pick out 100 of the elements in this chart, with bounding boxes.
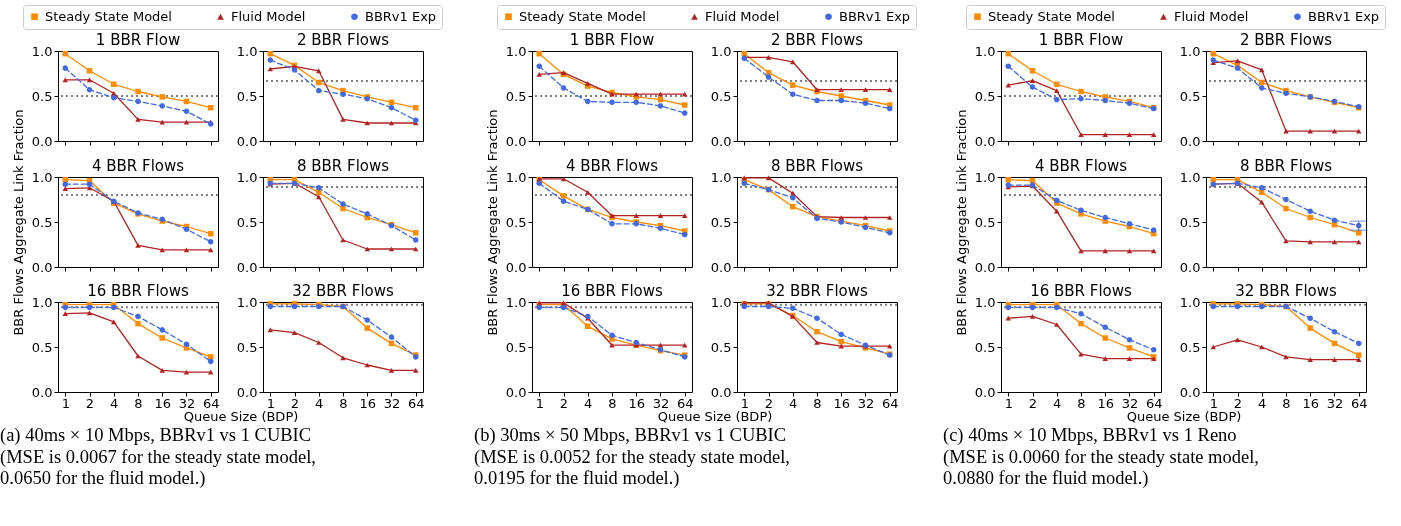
x-tick-label: 1 (1004, 395, 1013, 411)
x-tick-label: 16 (359, 395, 377, 411)
y-tick-label: 0.0 (31, 384, 53, 400)
chart-title: 16 BBR Flows (1030, 282, 1133, 300)
x-tick-label: 1 (266, 395, 275, 411)
y-tick-label: 1.0 (1179, 169, 1201, 185)
y-tick-label: 1.0 (505, 43, 527, 59)
x-tick-label: 16 (154, 395, 172, 411)
y-tick-label: 1.0 (1179, 43, 1201, 59)
y-tick-label: 0.5 (710, 88, 732, 104)
y-tick-label: 0.0 (710, 259, 732, 275)
y-tick-label: 0.5 (710, 214, 732, 230)
x-tick-label: 16 (1097, 395, 1115, 411)
y-tick-label: 0.0 (31, 259, 53, 275)
legend-label: BBRv1 Exp (1308, 8, 1380, 24)
x-tick-label: 64 (676, 395, 694, 411)
x-tick-label: 32 (1121, 395, 1139, 411)
x-tick-label: 2 (1028, 395, 1038, 411)
x-tick-label: 32 (1326, 395, 1344, 411)
text: (a) 40ms × 10 Mbps, BBRv1 vs 1 CUBIC (0, 425, 313, 447)
y-tick-label: 0.5 (31, 214, 53, 230)
y-tick-label: 0.0 (974, 384, 996, 400)
chart-title: 1 BBR Flow (569, 31, 655, 49)
x-tick-label: 64 (881, 395, 899, 411)
y-tick-label: 0.0 (236, 384, 258, 400)
y-tick-label: 0.0 (31, 133, 53, 149)
y-tick-label: 1.0 (710, 294, 732, 310)
x-tick-label: 8 (134, 395, 143, 411)
text: 0.0195 for the fluid model.) (474, 468, 681, 490)
x-tick-label: 16 (833, 395, 851, 411)
text: 0.0650 for the fluid model.) (0, 468, 207, 490)
chart-title: 16 BBR Flows (561, 282, 664, 300)
x-tick-label: 1 (535, 395, 544, 411)
x-tick-label: 16 (628, 395, 646, 411)
y-tick-label: 1.0 (974, 43, 996, 59)
y-axis-title: BBR Flows Aggregate Link Fraction (484, 109, 500, 336)
x-tick-label: 1 (740, 395, 749, 411)
x-tick-label: 8 (339, 395, 348, 411)
legend-label: Steady State Model (988, 8, 1115, 24)
y-tick-label: 0.0 (1179, 384, 1201, 400)
chart-title: 16 BBR Flows (87, 282, 190, 300)
x-tick-label: 64 (1350, 395, 1368, 411)
legend-label: Fluid Model (705, 8, 780, 24)
x-tick-label: 2 (85, 395, 95, 411)
y-tick-label: 1.0 (710, 43, 732, 59)
x-tick-label: 4 (584, 395, 593, 411)
y-tick-label: 0.5 (31, 88, 53, 104)
chart-title: 2 BBR Flows (770, 31, 864, 49)
x-tick-label: 32 (383, 395, 401, 411)
y-tick-label: 0.5 (236, 339, 258, 355)
chart-title: 1 BBR Flow (95, 31, 181, 49)
text: (MSE is 0.0060 for the steady state model, (943, 446, 1259, 468)
y-tick-label: 0.5 (974, 339, 996, 355)
text: (MSE is 0.0067 for the steady state model, (0, 446, 316, 468)
y-tick-label: 0.5 (974, 214, 996, 230)
x-tick-label: 1 (1209, 395, 1218, 411)
x-tick-label: 4 (315, 395, 324, 411)
y-tick-label: 1.0 (31, 169, 53, 185)
y-tick-label: 0.5 (710, 339, 732, 355)
x-tick-label: 8 (608, 395, 617, 411)
chart-title: 8 BBR Flows (296, 157, 390, 175)
y-tick-label: 0.5 (1179, 88, 1201, 104)
chart-title: 4 BBR Flows (91, 157, 185, 175)
chart-title: 8 BBR Flows (770, 157, 864, 175)
y-tick-label: 0.0 (710, 133, 732, 149)
y-tick-label: 0.0 (236, 133, 258, 149)
y-tick-label: 1.0 (505, 169, 527, 185)
x-tick-label: 2 (559, 395, 569, 411)
y-tick-label: 0.5 (505, 88, 527, 104)
x-tick-label: 8 (1077, 395, 1086, 411)
chart-title: 32 BBR Flows (766, 282, 869, 300)
text: (c) 40ms × 10 Mbps, BBRv1 vs 1 Reno (943, 425, 1238, 447)
chart-title: 2 BBR Flows (1239, 31, 1333, 49)
y-axis-title: BBR Flows Aggregate Link Fraction (10, 109, 26, 336)
y-tick-label: 1.0 (710, 169, 732, 185)
legend-label: BBRv1 Exp (839, 8, 911, 24)
x-tick-label: 64 (1145, 395, 1163, 411)
chart-title: 32 BBR Flows (1235, 282, 1338, 300)
y-tick-label: 1.0 (974, 294, 996, 310)
chart-title: 4 BBR Flows (565, 157, 659, 175)
y-tick-label: 0.5 (236, 214, 258, 230)
legend-label: Fluid Model (231, 8, 306, 24)
x-axis-title: Queue Size (BDP) (657, 408, 773, 424)
x-axis-title: Queue Size (BDP) (1126, 408, 1242, 424)
x-tick-label: 64 (202, 395, 220, 411)
x-tick-label: 1 (61, 395, 70, 411)
x-tick-label: 4 (789, 395, 798, 411)
y-tick-label: 1.0 (236, 43, 258, 59)
legend-label: Steady State Model (45, 8, 172, 24)
y-tick-label: 0.0 (710, 384, 732, 400)
x-axis-title: Queue Size (BDP) (183, 408, 299, 424)
y-tick-label: 0.0 (1179, 133, 1201, 149)
x-tick-label: 32 (652, 395, 670, 411)
x-tick-label: 8 (813, 395, 822, 411)
legend-label: BBRv1 Exp (365, 8, 437, 24)
y-tick-label: 0.5 (31, 339, 53, 355)
y-tick-label: 0.0 (505, 133, 527, 149)
y-tick-label: 0.0 (974, 133, 996, 149)
x-tick-label: 2 (764, 395, 774, 411)
x-tick-label: 8 (1282, 395, 1291, 411)
